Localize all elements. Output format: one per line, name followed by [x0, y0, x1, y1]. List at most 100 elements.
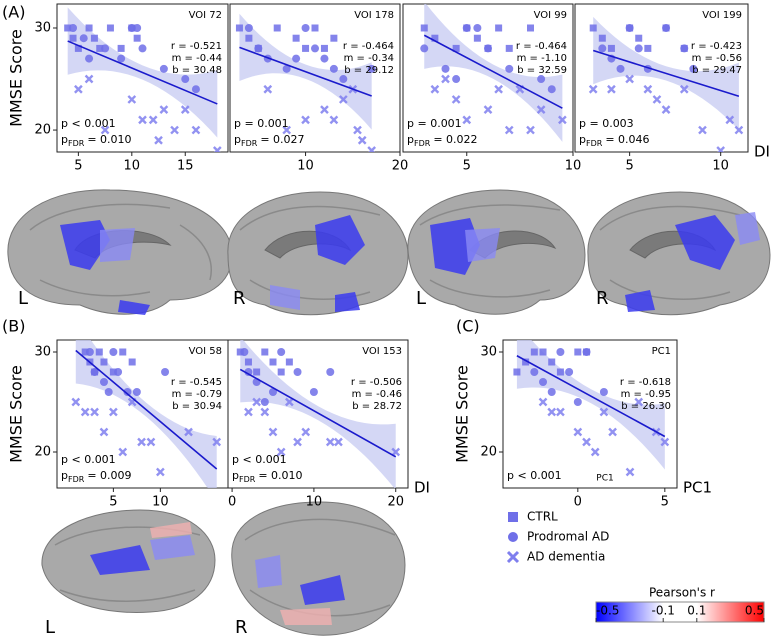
point — [268, 427, 278, 437]
point — [320, 44, 328, 52]
point — [330, 34, 338, 42]
point — [582, 348, 591, 356]
brain-image — [407, 189, 586, 315]
p-value: p < 0.001 — [61, 453, 116, 466]
x-tick-label: 5 — [463, 159, 471, 174]
p-fdr-part: p — [407, 133, 414, 146]
point — [483, 105, 493, 114]
point — [441, 64, 450, 73]
point — [513, 368, 521, 376]
point — [537, 75, 546, 84]
point — [260, 407, 270, 417]
point — [547, 388, 556, 396]
point — [109, 407, 118, 417]
point — [106, 24, 114, 32]
panel-title: VOI 58 — [189, 346, 222, 357]
x-tick-label: 0 — [574, 495, 582, 510]
point — [588, 84, 598, 94]
point — [367, 64, 376, 73]
point — [725, 115, 735, 125]
y-tick-label: 20 — [34, 123, 51, 138]
point — [644, 44, 652, 52]
point — [261, 348, 269, 356]
point — [212, 146, 222, 152]
point — [302, 44, 310, 52]
point — [254, 44, 263, 53]
legend-marker — [506, 550, 520, 564]
point — [353, 125, 362, 135]
point — [635, 34, 643, 42]
point — [689, 64, 698, 73]
brain-label: R — [235, 617, 248, 638]
point — [538, 397, 548, 407]
p-fdr-part: = 0.010 — [87, 133, 131, 146]
legend-label: CTRL — [527, 510, 558, 524]
fit-stat: b = 32.59 — [517, 65, 567, 76]
point — [244, 368, 253, 376]
x-tick-label: 5 — [661, 495, 669, 510]
point — [441, 74, 450, 84]
point — [269, 388, 277, 396]
point — [661, 105, 671, 114]
point — [598, 44, 607, 53]
point — [301, 115, 310, 125]
point — [329, 64, 338, 73]
p-fdr-part: p — [61, 133, 68, 146]
point — [159, 64, 168, 73]
confidence-band — [75, 340, 217, 488]
point — [100, 358, 108, 366]
point — [522, 358, 530, 366]
point — [484, 44, 492, 53]
point — [244, 407, 253, 417]
point — [573, 398, 582, 406]
point — [109, 348, 118, 356]
brain-image — [227, 191, 409, 316]
p-fdr-part: FDR — [68, 139, 85, 148]
x-tick-label: 5 — [625, 159, 633, 174]
point — [133, 34, 141, 42]
point — [367, 146, 377, 152]
point — [161, 368, 170, 376]
point — [607, 44, 615, 52]
fit-stat: r = -0.521 — [171, 41, 222, 52]
regression-line — [67, 40, 218, 105]
point — [608, 427, 617, 437]
point — [301, 427, 311, 437]
point — [660, 437, 670, 447]
point — [539, 378, 548, 386]
fit-stat: m = -0.44 — [172, 53, 222, 64]
p-value: p = 0.001 — [407, 117, 462, 130]
p-fdr-part: FDR — [241, 139, 258, 148]
point — [69, 34, 77, 42]
point — [81, 348, 89, 356]
fit-stat: b = 30.94 — [172, 401, 222, 412]
p-fdr-part: p — [579, 133, 586, 146]
point — [71, 397, 81, 407]
point — [269, 358, 277, 366]
point — [180, 105, 190, 114]
point — [329, 115, 339, 125]
colorbar-tick-label: 0.5 — [745, 604, 764, 618]
point — [616, 64, 625, 73]
fit-stat: m = -0.56 — [692, 53, 742, 64]
point — [95, 348, 103, 356]
point — [320, 105, 329, 114]
x-tick-label: 10 — [712, 159, 729, 174]
point — [90, 368, 99, 376]
point — [138, 44, 147, 53]
x-tick-label: 10 — [297, 159, 314, 174]
point — [431, 34, 439, 42]
legend-marker — [508, 532, 518, 542]
colorbar — [595, 601, 765, 623]
point — [138, 115, 147, 125]
point — [589, 24, 597, 32]
point — [634, 397, 644, 407]
point — [293, 368, 302, 376]
point — [127, 95, 137, 104]
point — [556, 348, 565, 356]
point — [679, 84, 689, 94]
point — [716, 146, 726, 152]
point — [536, 105, 546, 114]
x-tick-label: 5 — [109, 495, 117, 510]
brain-image — [231, 501, 406, 636]
